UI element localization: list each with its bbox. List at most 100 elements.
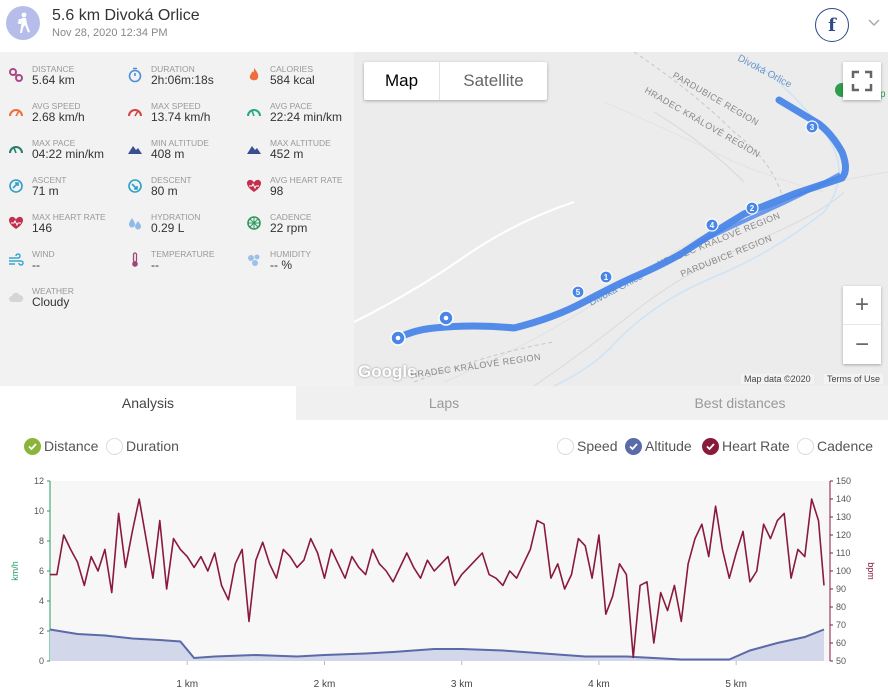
x-tick-label: 5 km: [725, 679, 747, 690]
stat-value: 13.74 km/h: [151, 110, 211, 124]
km-marker-1[interactable]: 1: [599, 270, 613, 284]
tab-best-distances[interactable]: Best distances: [694, 395, 786, 411]
tab-laps[interactable]: Laps: [428, 395, 460, 411]
stat-avg-pace: AVG PACE 22:24 min/km: [238, 89, 356, 126]
fullscreen-icon: [851, 70, 873, 92]
stat-min-altitude: MIN ALTITUDE 408 m: [119, 126, 237, 163]
left-tick-label: 12: [34, 476, 44, 486]
left-tick-label: 2: [39, 626, 44, 636]
stats-panel: DISTANCE 5.64 km DURATION 2h:06m:18s CALORIE…: [0, 52, 354, 386]
thermometer-icon: [127, 252, 143, 268]
km-marker-2[interactable]: 2: [745, 201, 759, 215]
wind-icon: [8, 252, 24, 268]
option-label: Altitude: [645, 438, 692, 454]
chevron-down-icon[interactable]: [866, 14, 882, 30]
stat-value: --: [32, 258, 40, 272]
altitude-area: [50, 629, 824, 661]
satellite-view-button[interactable]: Satellite: [463, 71, 524, 90]
option-label: Heart Rate: [722, 438, 790, 454]
left-tick-label: 6: [39, 566, 44, 576]
zoom-out-button[interactable]: −: [854, 330, 869, 358]
right-tick-label: 140: [836, 494, 851, 504]
stat-value: 0.29 L: [151, 221, 185, 235]
zoom-in-button[interactable]: +: [843, 286, 881, 325]
map-canvas[interactable]: Divoká Orlice PARDUBICE REGION HRADEC KR…: [354, 52, 888, 386]
route-end-pin-icon[interactable]: [438, 310, 454, 326]
stat-distance: DISTANCE 5.64 km: [0, 52, 118, 89]
activity-chart[interactable]: 0 2 4 6 8 10 12 50 60 70 80 90 100 110 120 130 140 150 km/…: [0, 420, 888, 697]
terms-of-use-link[interactable]: Terms of Use: [824, 374, 884, 384]
km-marker-3[interactable]: 3: [805, 120, 819, 134]
heart-rate-option[interactable]: Heart Rate: [702, 436, 790, 456]
cloud-icon: [8, 289, 24, 305]
right-tick-label: 50: [836, 656, 846, 666]
map-type-toggle[interactable]: Map Satellite: [364, 62, 547, 100]
stopwatch-icon: [127, 67, 143, 83]
flame-icon: [246, 67, 262, 83]
route-start-pin-icon[interactable]: [390, 330, 406, 346]
stat-label: MAX SPEED: [151, 101, 201, 111]
option-label: Cadence: [817, 438, 874, 454]
stat-value: --: [151, 258, 159, 272]
stat-label: AVG SPEED: [32, 101, 81, 111]
stat-ascent: ASCENT 71 m: [0, 163, 118, 200]
heart-rate-series-line: [50, 498, 825, 659]
analysis-panel: Distance Duration Speed Altitude Heart R…: [0, 420, 888, 697]
facebook-share-button[interactable]: f: [815, 8, 849, 42]
stat-value: 22 rpm: [270, 221, 308, 235]
radio-empty-icon: [106, 437, 123, 455]
stat-value: 22:24 min/km: [270, 110, 343, 124]
altitude-option[interactable]: Altitude: [625, 436, 692, 456]
km-marker-label: 3: [810, 123, 815, 132]
right-tick-label: 70: [836, 620, 846, 630]
map-label-region: PARDUBICE REGION: [671, 70, 761, 128]
map-view-button[interactable]: Map: [364, 62, 440, 100]
descent-icon: [127, 178, 143, 194]
stat-avg-speed: AVG SPEED 2.68 km/h: [0, 89, 118, 126]
speed-option[interactable]: Speed: [557, 436, 617, 456]
stat-label: MAX PACE: [32, 138, 76, 148]
map-label-poi: p: [880, 89, 886, 100]
cadence-icon: [246, 215, 262, 231]
route-map[interactable]: Divoká Orlice PARDUBICE REGION HRADEC KR…: [354, 52, 888, 386]
x-axis-distance-option[interactable]: Distance: [24, 436, 98, 456]
stat-duration: DURATION 2h:06m:18s: [119, 52, 237, 89]
option-label: Speed: [577, 438, 618, 454]
google-logo[interactable]: Google: [358, 362, 417, 381]
checkmark-icon: [625, 437, 642, 455]
humidity-icon: [246, 252, 262, 268]
ascent-icon: [8, 178, 24, 194]
stat-label: HYDRATION: [151, 212, 201, 222]
right-tick-label: 60: [836, 638, 846, 648]
km-marker-label: 5: [576, 288, 581, 297]
fullscreen-button[interactable]: [843, 62, 881, 100]
left-axis-title: km/h: [10, 561, 20, 581]
heart-icon: [8, 215, 24, 231]
stat-label: CADENCE: [270, 212, 312, 222]
analysis-tabs: Analysis Laps Best distances: [0, 386, 888, 420]
right-tick-label: 120: [836, 530, 851, 540]
stat-avg-heart-rate: AVG HEART RATE 98: [238, 163, 356, 200]
right-tick-label: 110: [836, 548, 850, 558]
water-drops-icon: [127, 215, 143, 231]
x-tick-label: 2 km: [314, 679, 336, 690]
stat-label: AVG PACE: [270, 101, 313, 111]
km-marker-4[interactable]: 4: [705, 218, 719, 232]
checkmark-icon: [702, 437, 719, 455]
speed-gauge-icon: [127, 104, 143, 120]
pace-gauge-icon: [246, 104, 262, 120]
stat-label: DESCENT: [151, 175, 192, 185]
right-tick-label: 90: [836, 584, 846, 594]
right-tick-label: 150: [836, 476, 851, 486]
right-tick-label: 80: [836, 602, 846, 612]
x-axis-duration-option[interactable]: Duration: [106, 436, 179, 456]
map-label-region: HRADEC KRÁLOVÉ REGION: [410, 352, 542, 380]
cadence-option[interactable]: Cadence: [797, 436, 873, 456]
radio-empty-icon: [797, 437, 814, 455]
stat-value: -- %: [270, 258, 292, 272]
km-marker-5[interactable]: 5: [571, 285, 585, 299]
stat-label: MAX HEART RATE: [32, 212, 106, 222]
radio-empty-icon: [557, 437, 574, 455]
tab-analysis[interactable]: Analysis: [0, 386, 296, 420]
map-data-attribution[interactable]: Map data ©2020: [741, 374, 814, 384]
